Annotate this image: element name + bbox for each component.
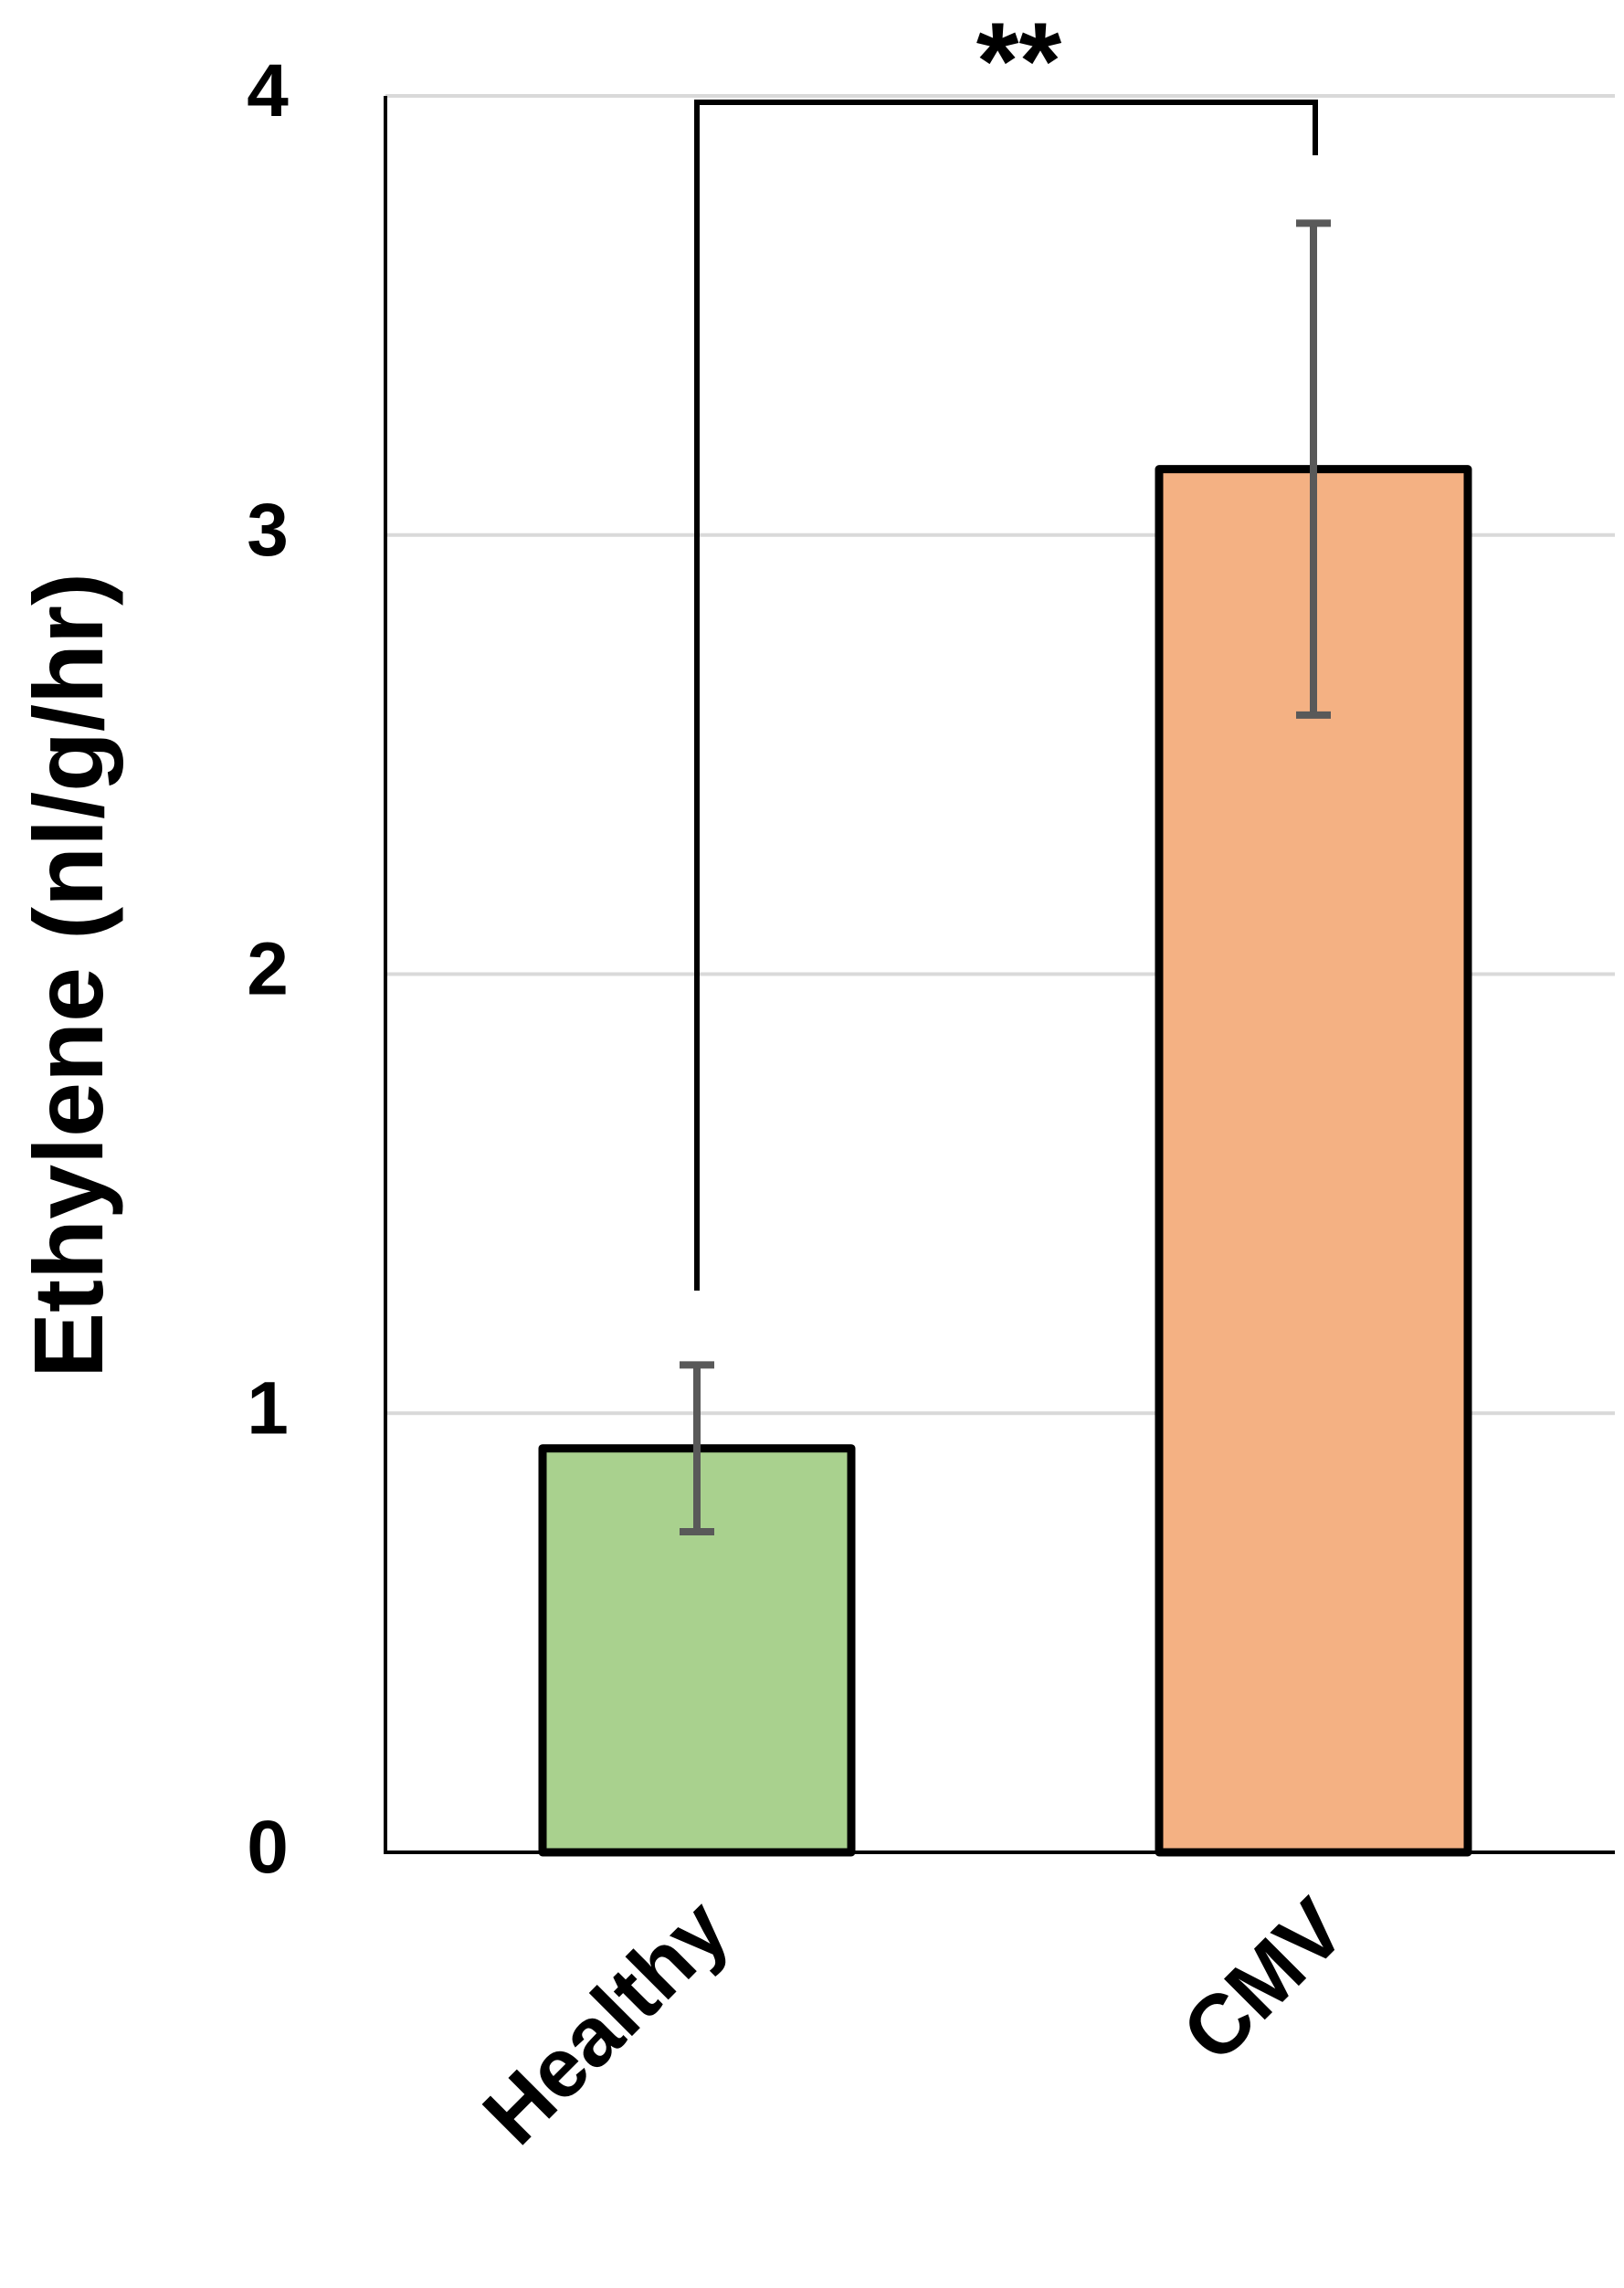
y-tick-label-2: 2: [247, 928, 289, 1011]
y-axis-label: Ethylene (nl/g/hr): [13, 573, 123, 1378]
y-tick-label-0: 0: [247, 1806, 289, 1889]
y-tick-label-3: 3: [247, 489, 289, 572]
y-tick-label-1: 1: [247, 1366, 289, 1450]
significance-label: **: [976, 0, 1062, 122]
error-bars: [680, 219, 1331, 1536]
y-tick-label-4: 4: [247, 49, 289, 132]
x-tick-label-cmv: CMV: [1165, 1882, 1363, 2080]
significance-bracket: [694, 100, 1318, 1291]
significance-annotation: **: [694, 0, 1318, 1291]
bars: [538, 465, 1472, 1857]
x-tick-label-healthy: Healthy: [466, 1882, 746, 2162]
